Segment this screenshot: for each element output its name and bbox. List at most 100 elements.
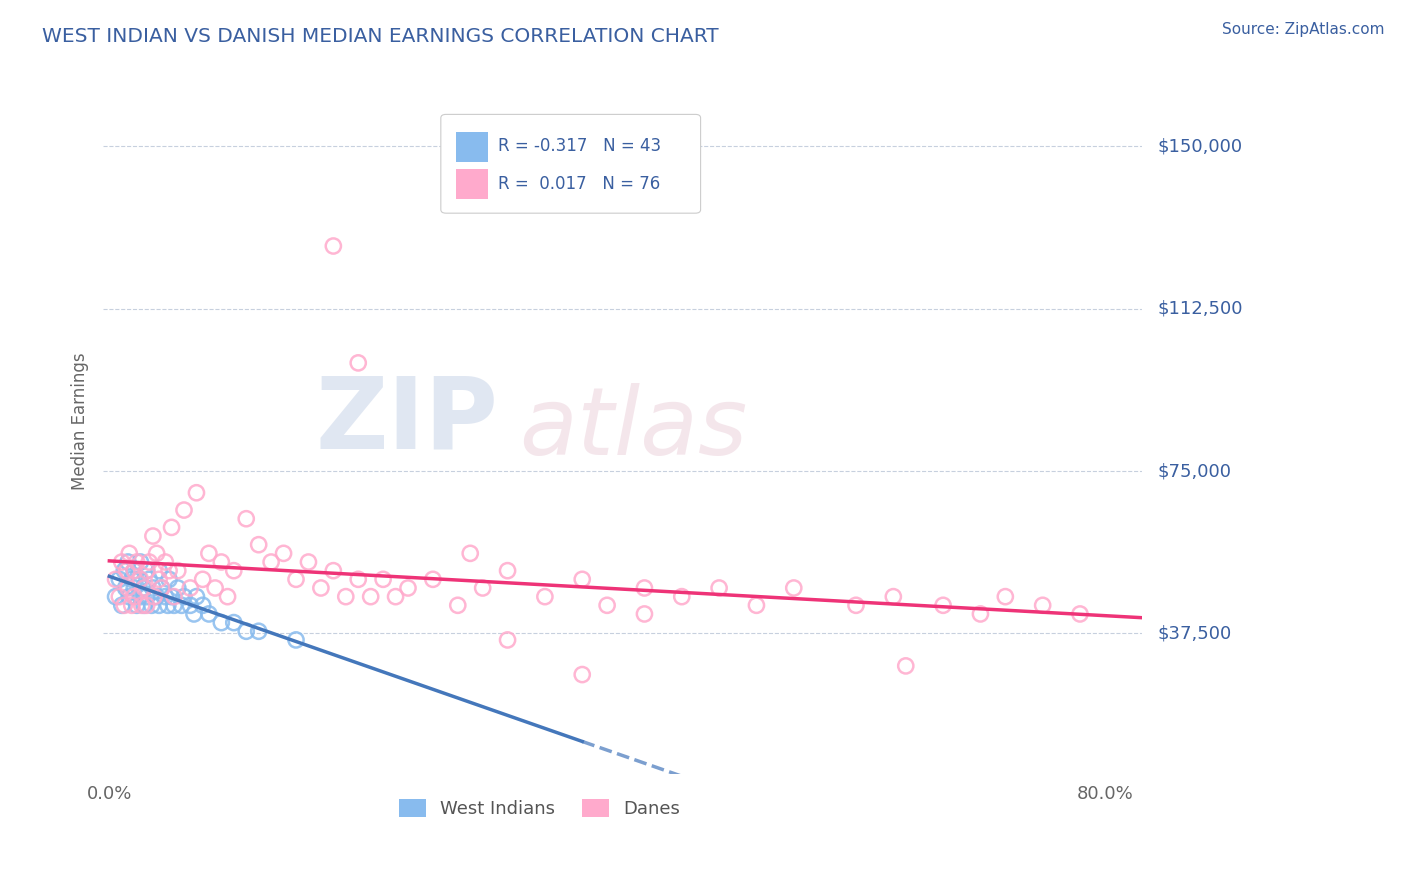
- Point: [179, 599, 201, 613]
- Point: [285, 632, 308, 647]
- Point: [157, 564, 180, 578]
- Point: [247, 538, 270, 552]
- Point: [707, 581, 730, 595]
- Point: [496, 564, 519, 578]
- Point: [845, 599, 868, 613]
- Point: [145, 546, 167, 560]
- Point: [183, 607, 205, 621]
- Point: [186, 590, 208, 604]
- Point: [117, 555, 139, 569]
- Point: [129, 572, 152, 586]
- Point: [745, 599, 768, 613]
- Point: [309, 581, 332, 595]
- Point: [170, 599, 193, 613]
- Point: [571, 572, 593, 586]
- Point: [131, 599, 153, 613]
- Point: [148, 564, 170, 578]
- Point: [150, 581, 173, 595]
- Point: [596, 599, 619, 613]
- Text: WEST INDIAN VS DANISH MEDIAN EARNINGS CORRELATION CHART: WEST INDIAN VS DANISH MEDIAN EARNINGS CO…: [42, 27, 718, 45]
- Y-axis label: Median Earnings: Median Earnings: [72, 352, 89, 490]
- Point: [396, 581, 419, 595]
- Point: [155, 590, 177, 604]
- Point: [458, 546, 481, 560]
- Text: Source: ZipAtlas.com: Source: ZipAtlas.com: [1222, 22, 1385, 37]
- Point: [447, 599, 470, 613]
- Point: [198, 607, 221, 621]
- Point: [115, 564, 138, 578]
- Point: [138, 572, 160, 586]
- Point: [191, 572, 214, 586]
- Point: [285, 572, 308, 586]
- Point: [671, 590, 693, 604]
- Point: [129, 590, 152, 604]
- Point: [118, 590, 141, 604]
- Point: [142, 529, 165, 543]
- Point: [633, 607, 655, 621]
- Point: [273, 546, 295, 560]
- Point: [247, 624, 270, 639]
- Point: [235, 624, 257, 639]
- Point: [112, 564, 135, 578]
- Point: [160, 590, 183, 604]
- Text: ZIP: ZIP: [315, 373, 498, 470]
- Bar: [457, 132, 488, 161]
- Point: [932, 599, 955, 613]
- Point: [125, 599, 148, 613]
- Point: [114, 581, 136, 595]
- Point: [145, 590, 167, 604]
- Text: $112,500: $112,500: [1157, 300, 1243, 318]
- Point: [882, 590, 904, 604]
- Point: [163, 599, 186, 613]
- Point: [122, 564, 145, 578]
- Point: [322, 239, 344, 253]
- Point: [118, 546, 141, 560]
- Point: [128, 572, 150, 586]
- Point: [134, 599, 156, 613]
- Point: [222, 615, 245, 630]
- Point: [111, 555, 134, 569]
- Point: [148, 572, 170, 586]
- Point: [360, 590, 382, 604]
- Bar: [457, 169, 488, 199]
- Point: [204, 581, 226, 595]
- Point: [135, 564, 157, 578]
- Point: [129, 555, 152, 569]
- Point: [471, 581, 494, 595]
- Point: [347, 572, 370, 586]
- Text: $37,500: $37,500: [1157, 624, 1232, 642]
- Point: [156, 599, 179, 613]
- Point: [148, 599, 170, 613]
- Point: [117, 581, 139, 595]
- Point: [198, 546, 221, 560]
- Text: $150,000: $150,000: [1157, 137, 1243, 155]
- Point: [135, 564, 157, 578]
- Point: [135, 599, 157, 613]
- Point: [209, 615, 232, 630]
- Point: [108, 572, 131, 586]
- Point: [111, 599, 134, 613]
- Point: [135, 590, 157, 604]
- Point: [633, 581, 655, 595]
- Point: [122, 581, 145, 595]
- Point: [969, 607, 991, 621]
- Point: [108, 590, 131, 604]
- Point: [894, 659, 917, 673]
- Text: R =  0.017   N = 76: R = 0.017 N = 76: [498, 175, 661, 194]
- Legend: West Indians, Danes: West Indians, Danes: [391, 791, 688, 825]
- Point: [260, 555, 283, 569]
- Point: [122, 590, 145, 604]
- Point: [217, 590, 239, 604]
- Point: [163, 590, 186, 604]
- Point: [994, 590, 1017, 604]
- Point: [173, 590, 195, 604]
- Point: [166, 581, 188, 595]
- Point: [132, 581, 155, 595]
- FancyBboxPatch shape: [441, 114, 700, 213]
- Point: [173, 503, 195, 517]
- Point: [496, 632, 519, 647]
- Point: [422, 572, 444, 586]
- Point: [150, 581, 173, 595]
- Point: [235, 512, 257, 526]
- Point: [141, 599, 163, 613]
